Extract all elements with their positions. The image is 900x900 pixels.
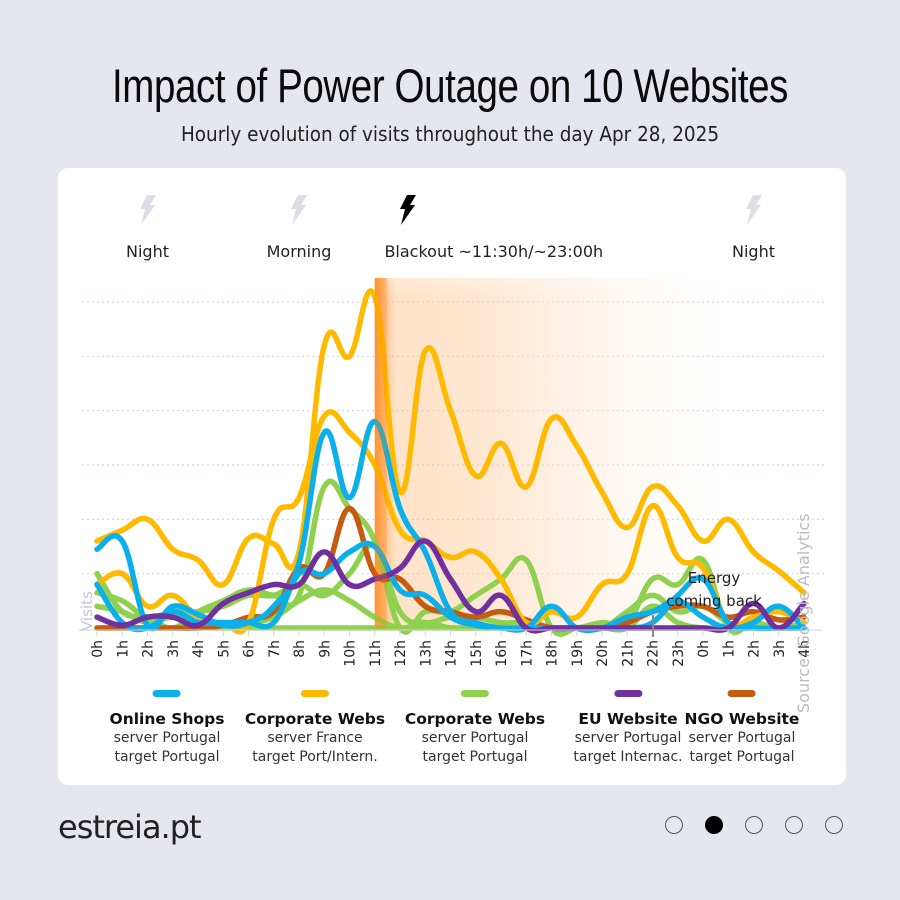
page-subtitle: Hourly evolution of visits throughout th…: [180, 122, 720, 146]
legend-swatch: [613, 690, 642, 697]
pager-dot[interactable]: [825, 816, 843, 834]
legend-name: Corporate Webs: [244, 710, 386, 728]
x-tick-label: 19h: [570, 640, 586, 667]
x-tick-label: 9h: [317, 640, 333, 658]
page-title: Impact of Power Outage on 10 Websites: [111, 59, 789, 112]
legend-server: server Portugal: [421, 730, 529, 746]
x-tick-label: 3h: [772, 640, 788, 658]
x-tick-label: 23h: [671, 640, 687, 667]
x-tick-label: 8h: [292, 640, 308, 658]
legend-item: EU Website server Portugal target Intern…: [573, 690, 683, 767]
pager-dot[interactable]: [705, 816, 723, 834]
annotation-pointer: [652, 615, 654, 637]
line-chart: 0h 1h 2h 3h 4h 5h 6h 7h 8h 9h 10h 11h 12h 13h 14h 15h 16…: [79, 228, 824, 667]
energy-annotation: Energy coming back: [654, 567, 774, 613]
legend-swatch: [461, 690, 489, 697]
blackout-edge: [374, 278, 387, 629]
legend-target: target Portugal: [422, 749, 528, 765]
x-tick-label: 1h: [115, 640, 131, 658]
y-axis-label: Visits: [78, 591, 96, 631]
lightning-icon: [138, 195, 158, 231]
x-tick-label: 0h: [696, 640, 712, 658]
series-line: [94, 288, 807, 596]
legend-name: Online Shops: [109, 710, 225, 728]
period-label: Night: [126, 242, 169, 261]
lightning-icon: [744, 195, 764, 231]
x-tick-label: 3h: [166, 640, 182, 658]
legend-server: server France: [267, 730, 363, 746]
lightning-icon: [398, 195, 418, 231]
x-tick-label: 18h: [545, 640, 561, 667]
x-tick-label: 4h: [191, 640, 207, 658]
legend-item: Online Shops server Portugal target Port…: [109, 690, 225, 767]
pager-dot[interactable]: [665, 816, 683, 834]
x-tick-label: 0h: [90, 640, 106, 658]
x-tick-label: 2h: [141, 640, 157, 658]
lightning-icon: [289, 195, 309, 231]
x-tick-label: 12h: [393, 640, 409, 667]
legend-target: target Portugal: [114, 749, 220, 765]
x-tick-label: 13h: [418, 640, 434, 667]
period-label: Blackout ~11:30h/~23:00h: [384, 242, 604, 261]
x-tick-label: 14h: [444, 640, 460, 667]
x-tick-label: 5h: [216, 640, 232, 658]
x-tick-label: 17h: [519, 640, 535, 667]
annotation-line2: coming back: [666, 592, 762, 610]
legend-server: server Portugal: [688, 730, 796, 746]
legend-target: target Portugal: [689, 749, 795, 765]
x-tick-label: 20h: [595, 640, 611, 667]
x-tick-label: 16h: [494, 640, 510, 667]
legend-name: NGO Website: [684, 710, 800, 728]
x-tick-label: 11h: [368, 640, 384, 667]
chart-legend: Online Shops server Portugal target Port…: [0, 690, 900, 780]
x-tick-label: 7h: [267, 640, 283, 658]
x-tick-label: 2h: [747, 640, 763, 658]
chart-card: 0h 1h 2h 3h 4h 5h 6h 7h 8h 9h 10h 11h 12h 13h 14h 15h 16…: [58, 168, 846, 785]
legend-server: server Portugal: [574, 730, 682, 746]
x-tick-label: 1h: [721, 640, 737, 658]
series-line: [94, 418, 807, 632]
legend-target: target Port/Intern.: [252, 749, 378, 765]
series-line: [94, 538, 807, 634]
legend-swatch: [301, 690, 329, 697]
legend-name: EU Website: [578, 710, 678, 728]
x-tick-label: 15h: [469, 640, 485, 667]
legend-swatch: [152, 690, 181, 697]
source-label: Source: Google Analytics: [794, 513, 813, 713]
period-label: Night: [732, 242, 775, 261]
x-tick-label: 21h: [620, 640, 636, 667]
legend-item: Corporate Webs server Portugal target Po…: [405, 690, 545, 767]
x-tick-label: 6h: [242, 640, 258, 658]
pager-dot[interactable]: [745, 816, 763, 834]
legend-server: server Portugal: [113, 730, 221, 746]
pager-dot[interactable]: [785, 816, 803, 834]
annotation-line1: Energy: [687, 569, 741, 587]
brand-logo: estreia.pt: [58, 808, 202, 846]
x-tick-label: 22h: [646, 640, 662, 667]
legend-name: Corporate Webs: [404, 710, 546, 728]
legend-swatch: [727, 690, 756, 697]
legend-item: NGO Website server Portugal target Portu…: [684, 690, 800, 767]
x-tick-label: 10h: [343, 640, 359, 667]
legend-item: Corporate Webs server France target Port…: [245, 690, 385, 767]
period-label: Morning: [266, 242, 332, 261]
legend-target: target Internac.: [573, 749, 683, 765]
x-tick-label: 4h: [797, 640, 813, 658]
